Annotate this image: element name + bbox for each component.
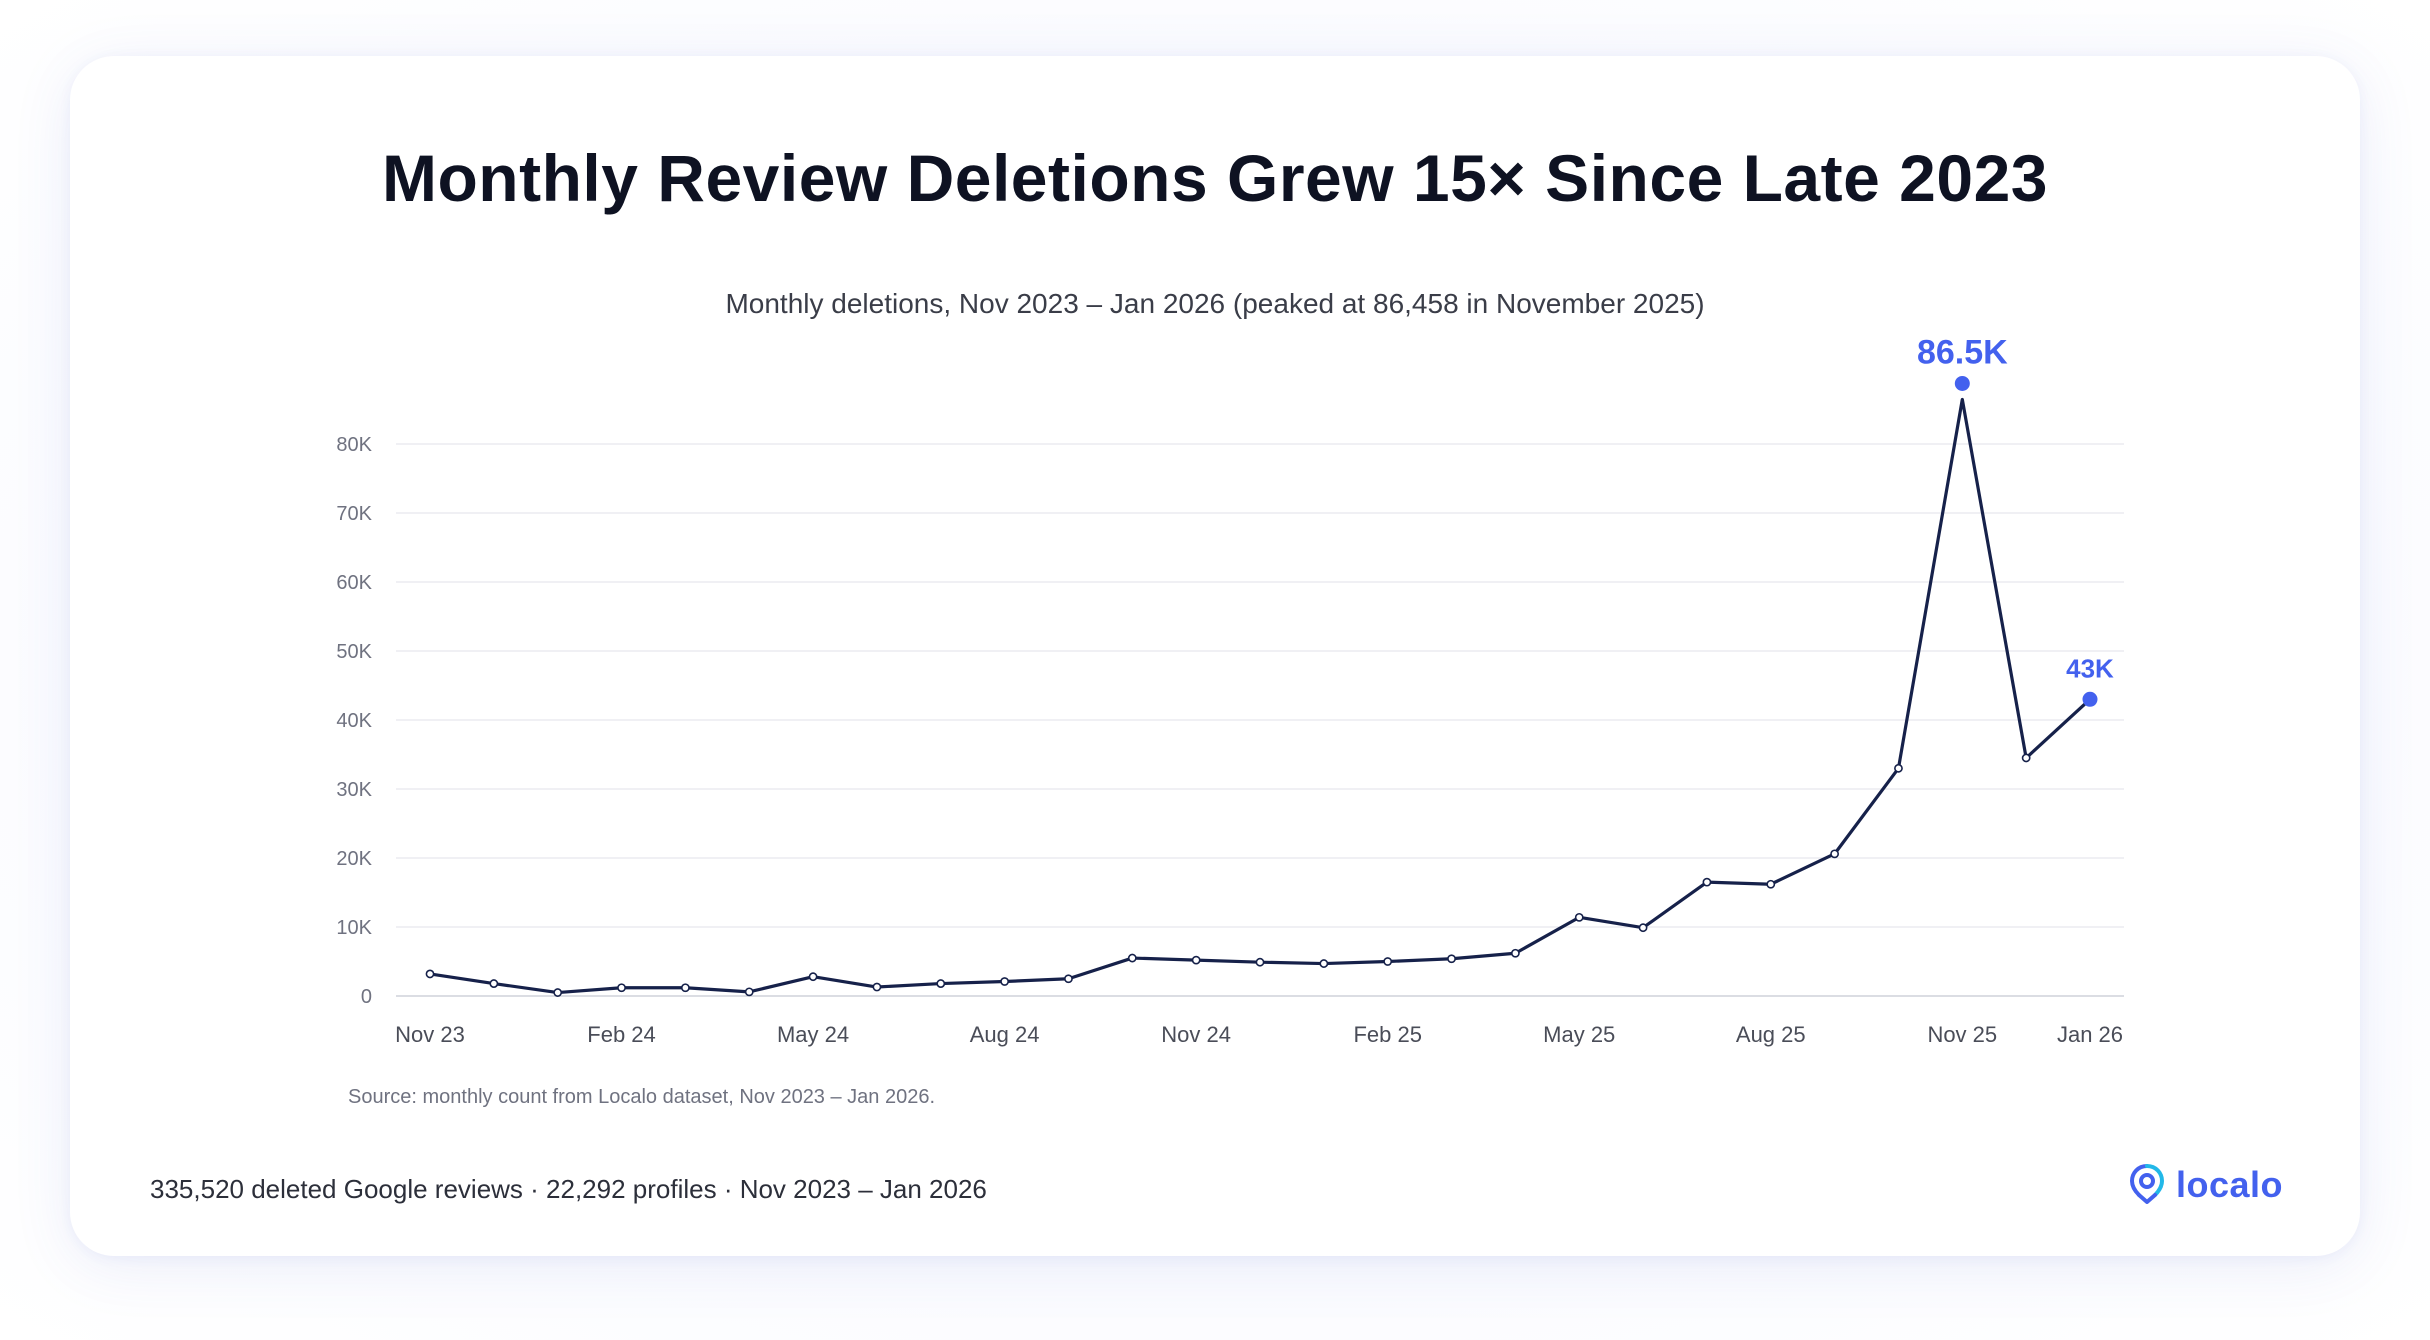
y-axis-ticks: 0 10K 20K 30K 40K 50K 60K 70K 80K [336, 434, 372, 1008]
logo-text: localo [2176, 1164, 2284, 1205]
data-point [1638, 923, 1648, 933]
location-pin-icon [2126, 1162, 2168, 1209]
x-tick-label: Aug 24 [970, 1022, 1040, 1047]
data-point [1574, 912, 1584, 922]
y-tick-label: 80K [336, 434, 372, 456]
footer-stats: 335,520 deleted Google reviews · 22,292 … [150, 1174, 987, 1204]
x-tick-label: Feb 24 [587, 1022, 656, 1047]
x-tick-label: May 25 [1543, 1022, 1615, 1047]
y-tick-label: 50K [336, 641, 372, 663]
x-tick-label: Nov 25 [1927, 1022, 1997, 1047]
data-point [489, 979, 499, 988]
highlight-point [1954, 375, 1970, 391]
x-tick-label: Jan 26 [2057, 1022, 2123, 1047]
data-point [2021, 753, 2031, 763]
data-point [1894, 763, 1903, 773]
gridlines [396, 443, 2124, 997]
x-tick-label: Nov 24 [1161, 1022, 1231, 1047]
chart-subtitle: Monthly deletions, Nov 2023 – Jan 2026 (… [725, 288, 1705, 319]
x-tick-label: May 24 [777, 1022, 849, 1047]
data-point [1766, 879, 1776, 889]
data-point [1191, 955, 1201, 965]
data-point [1000, 977, 1010, 986]
data-point [1702, 877, 1712, 887]
data-point [1064, 974, 1073, 984]
data-point [425, 969, 435, 979]
data-points [425, 753, 2031, 997]
data-label: 43K [2066, 653, 2114, 683]
data-point [1127, 953, 1137, 963]
x-tick-label: Feb 25 [1353, 1022, 1422, 1047]
data-point [1830, 849, 1840, 859]
chart-card [70, 56, 2360, 1256]
series-line [428, 397, 2092, 995]
y-tick-label: 30K [336, 779, 372, 801]
data-point [872, 982, 882, 992]
x-tick-label: Aug 25 [1736, 1022, 1806, 1047]
annotations: 86.5K 43K [1917, 333, 2114, 707]
data-point [808, 972, 818, 982]
data-point [617, 983, 626, 993]
y-tick-label: 10K [336, 917, 372, 939]
x-tick-label: Nov 23 [395, 1022, 465, 1047]
data-point [1383, 957, 1393, 966]
y-tick-label: 60K [336, 572, 372, 594]
data-point [1255, 957, 1265, 967]
y-tick-label: 70K [336, 503, 372, 525]
data-point [1319, 959, 1329, 968]
source-note: Source: monthly count from Localo datase… [348, 1086, 936, 1108]
data-point [680, 983, 690, 993]
page-title: Monthly Review Deletions Grew 15× Since … [382, 141, 2048, 215]
y-tick-label: 40K [336, 710, 372, 732]
y-tick-label: 20K [336, 848, 372, 870]
data-point [744, 987, 754, 997]
localo-logo[interactable]: localo [2126, 1160, 2283, 1210]
series-line-path [428, 397, 2092, 995]
data-point [936, 979, 946, 988]
highlight-point [2082, 691, 2098, 707]
y-tick-label: 0 [361, 986, 372, 1008]
data-label: 86.5K [1917, 333, 2008, 371]
x-axis-ticks: Nov 23 Feb 24 May 24 Aug 24 Nov 24 Feb 25 May … [395, 1022, 2123, 1047]
data-point [1510, 948, 1520, 958]
data-point [553, 988, 563, 997]
data-point [1447, 954, 1456, 964]
